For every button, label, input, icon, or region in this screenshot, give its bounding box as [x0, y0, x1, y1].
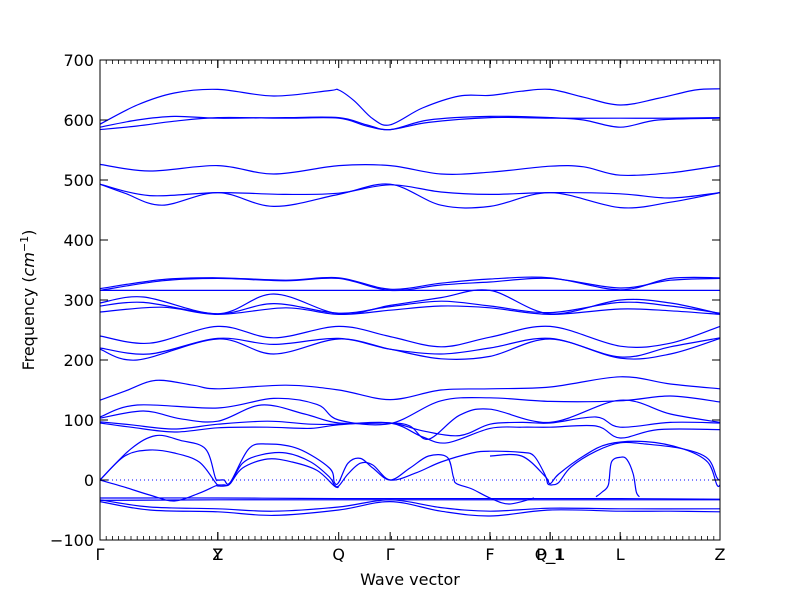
band-line-20 — [99, 421, 721, 444]
x-tick-label-4: Γ — [386, 545, 395, 564]
y-tick-label-4: 300 — [63, 291, 94, 310]
y-tick-label-6: 500 — [63, 171, 94, 190]
band-line-26 — [99, 497, 721, 500]
y-axis-label: Frequency (cm−1) — [18, 230, 39, 371]
y-tick-label-8: 700 — [63, 51, 94, 70]
band-line-5 — [99, 183, 721, 199]
band-line-11 — [99, 300, 721, 315]
band-line-21 — [99, 434, 535, 505]
bands-layer — [99, 88, 721, 517]
band-line-7 — [99, 276, 721, 291]
band-line-22 — [99, 441, 721, 488]
band-line-6 — [99, 183, 721, 209]
x-tick-label-2: Z — [212, 545, 223, 564]
x-tick-label-3: Q — [332, 545, 345, 564]
y-tick-label-5: 400 — [63, 231, 94, 250]
band-line-27 — [99, 499, 720, 501]
x-tick-label-7: Q_1 — [535, 545, 566, 565]
y-tick-label-1: 0 — [84, 471, 94, 490]
band-line-12 — [99, 305, 721, 316]
y-tick-label-7: 600 — [63, 111, 94, 130]
band-line-23 — [99, 458, 339, 502]
band-line-19 — [99, 416, 721, 437]
band-line-4 — [99, 163, 721, 177]
band-line-3 — [99, 116, 721, 131]
x-tick-label-8: L — [616, 545, 625, 564]
y-tick-label-0: −100 — [50, 531, 94, 550]
band-line-15 — [99, 337, 721, 361]
band-line-16 — [99, 376, 721, 401]
x-axis-label: Wave vector — [360, 570, 460, 589]
plot-frame — [99, 59, 721, 541]
x-tick-labels: Γ YZ Q Γ F P_1Q_1 L Z — [96, 545, 726, 565]
band-line-8 — [99, 277, 721, 292]
band-line-1 — [99, 88, 721, 126]
band-line-13 — [99, 325, 721, 348]
y-tick-label-3: 200 — [63, 351, 94, 370]
band-line-28 — [99, 500, 721, 517]
band-line-24 — [489, 440, 721, 488]
x-tick-label-9: Z — [715, 545, 726, 564]
band-line-18 — [99, 399, 721, 440]
y-tick-labels: −100 0 100 200 300 400 500 600 700 — [50, 51, 94, 550]
x-tick-label-6: P_1 — [536, 545, 564, 565]
x-tick-label-0: Γ — [96, 545, 105, 564]
x-tick-label-1: Y — [212, 545, 223, 564]
band-line-29 — [99, 499, 721, 512]
band-line-25 — [595, 456, 640, 498]
y-tick-label-2: 100 — [63, 411, 94, 430]
x-tick-label-5: F — [485, 545, 494, 564]
